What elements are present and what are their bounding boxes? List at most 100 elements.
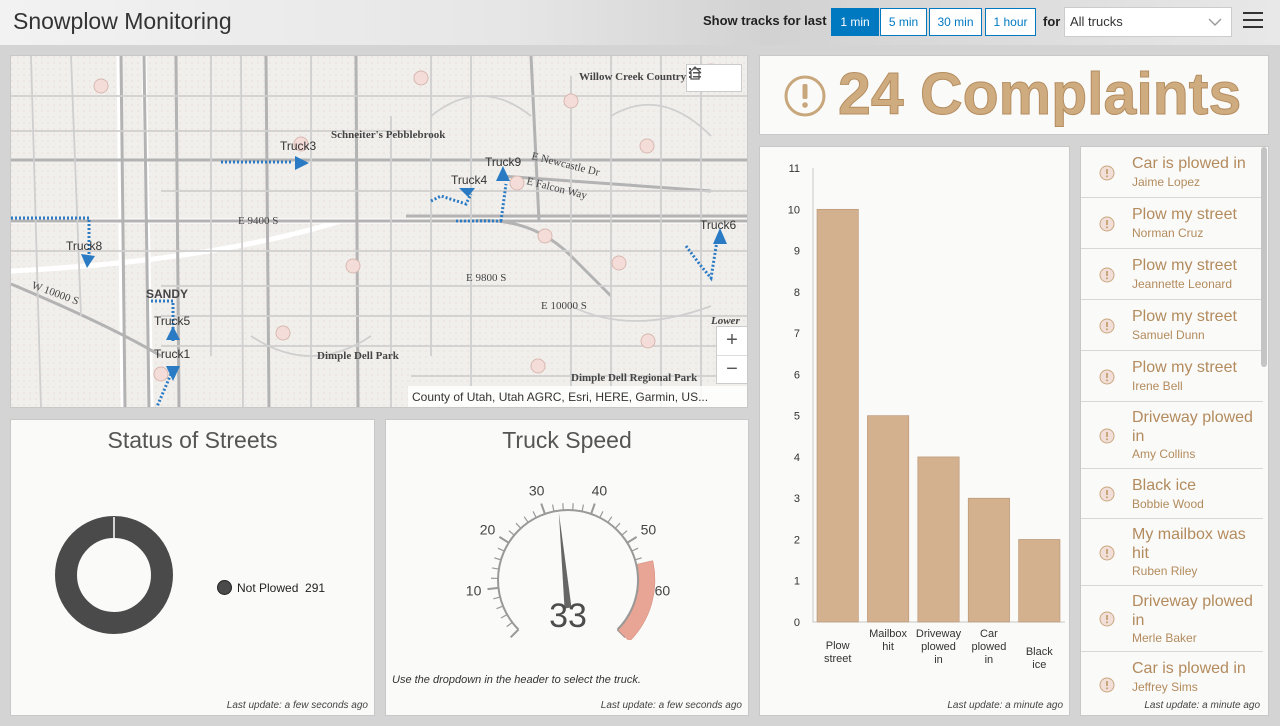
alert-icon [1099, 545, 1115, 561]
complaint-name: Samuel Dunn [1132, 328, 1205, 342]
bar[interactable] [967, 497, 1010, 623]
complaint-list-item[interactable]: Plow my street Irene Bell [1081, 351, 1263, 402]
complaint-name: Jeannette Leonard [1132, 277, 1233, 291]
gauge-tick-label: 60 [655, 583, 671, 599]
x-tick-label: Black [1026, 646, 1053, 658]
map-attribution: County of Utah, Utah AGRC, Esri, HERE, G… [408, 386, 747, 407]
complaint-name: Bobbie Wood [1132, 497, 1204, 511]
time-30min-button[interactable]: 30 min [929, 8, 982, 36]
complaint-type: My mailbox was hit [1132, 526, 1246, 562]
for-label: for [1043, 14, 1061, 29]
truck-labels: Truck3 Truck9 Truck4 Truck8 Truck6 Truck… [66, 139, 737, 361]
time-1min-button[interactable]: 1 min [831, 8, 879, 36]
y-tick-label: 10 [788, 204, 800, 216]
list-last-update: Last update: a minute ago [1144, 700, 1260, 711]
map-canvas[interactable]: Willow Creek Country Club Schneiter's Pe… [11, 56, 748, 408]
complaint-name: Amy Collins [1132, 447, 1196, 461]
zoom-in-button[interactable]: + [726, 329, 738, 351]
gauge-tick [614, 522, 621, 529]
complaint-list-item[interactable]: Car is plowed in Jeffrey Sims [1081, 652, 1263, 715]
complaint-name: Jeffrey Sims [1132, 680, 1198, 694]
complaints-banner-text: 24 Complaints [837, 61, 1242, 128]
x-tick-label: plowed [921, 641, 956, 653]
alert-icon [1099, 677, 1115, 693]
alert-icon [1099, 165, 1115, 181]
layer-list-icon[interactable] [689, 65, 741, 91]
complaint-type: Car is plowed in [1132, 155, 1246, 172]
complaint-type: Driveway plowed in [1132, 409, 1253, 445]
zoom-out-button[interactable]: − [717, 355, 747, 383]
list-scrollbar[interactable] [1261, 147, 1267, 367]
complaints-list: Car is plowed in Jaime Lopez Plow my stree… [1080, 146, 1269, 716]
map-label: E 9800 S [466, 272, 506, 284]
x-tick-label: street [824, 653, 852, 665]
alert-icon [784, 75, 826, 117]
truck-label: Truck9 [485, 155, 522, 169]
time-1hour-button[interactable]: 1 hour [985, 8, 1036, 36]
gauge-tick-label: 10 [466, 583, 482, 599]
complaints-bar-panel: 0 1 2 3 4 5 6 7 8 9 10 11 Plow street Mailbox hit Drivew… [759, 146, 1070, 716]
gauge-tick [508, 530, 515, 536]
truck-label: Truck5 [154, 314, 191, 328]
speed-title: Truck Speed [502, 427, 632, 453]
gauge-tick-label: 40 [592, 482, 608, 498]
complaint-list-item[interactable]: Driveway plowed in Amy Collins [1081, 402, 1263, 469]
show-tracks-label: Show tracks for last [703, 13, 827, 28]
y-tick-label: 11 [789, 163, 800, 175]
speed-note: Use the dropdown in the header to select… [392, 674, 641, 686]
complaint-list-item[interactable]: Driveway plowed in Merle Baker [1081, 586, 1263, 652]
map-label: E 10000 S [541, 300, 587, 312]
truck-label: Truck1 [154, 347, 191, 361]
bar[interactable] [816, 208, 859, 623]
complaint-type: Plow my street [1132, 257, 1237, 274]
truck-select[interactable]: All trucks [1064, 7, 1232, 37]
complaint-list-item[interactable]: Plow my street Jeannette Leonard [1081, 249, 1263, 300]
bar[interactable] [917, 456, 960, 623]
complaint-name: Merle Baker [1132, 631, 1197, 645]
y-tick-label: 0 [794, 617, 800, 629]
home-icon[interactable] [687, 65, 714, 91]
hamburger-menu-icon[interactable] [1243, 12, 1263, 30]
bar-last-update: Last update: a minute ago [947, 700, 1063, 711]
truck-arrows [81, 156, 727, 381]
gauge-tick [551, 504, 555, 512]
alert-icon [1099, 611, 1115, 627]
alert-icon [1099, 216, 1115, 232]
y-tick-label: 5 [794, 411, 800, 423]
complaint-name: Ruben Riley [1132, 564, 1198, 578]
gauge-tick [498, 536, 510, 544]
truck-select-value: All trucks [1070, 14, 1123, 29]
bar[interactable] [1018, 539, 1061, 623]
bar[interactable] [867, 415, 910, 623]
speed-last-update: Last update: a few seconds ago [600, 700, 742, 711]
truck-label: Truck3 [280, 139, 317, 153]
complaint-list-item[interactable]: My mailbox was hit Ruben Riley [1081, 519, 1263, 586]
x-tick-label: Mailbox [869, 628, 907, 640]
legend-value: 291 [305, 581, 326, 595]
gauge-tick [523, 516, 529, 523]
map-label: Willow Creek Country Club [579, 71, 712, 83]
time-5min-button[interactable]: 5 min [880, 8, 927, 36]
map-roads-major [11, 56, 747, 407]
gauge-tick [506, 621, 513, 628]
header: Snowplow Monitoring Show tracks for last… [0, 0, 1280, 45]
map-label: SANDY [146, 287, 188, 301]
gauge-tick [607, 516, 613, 523]
donut-slice-not-plowed[interactable] [55, 516, 173, 634]
gauge-tick-label: 0 [497, 639, 505, 640]
x-tick-label: in [934, 654, 943, 666]
complaint-list-item[interactable]: Plow my street Norman Cruz [1081, 198, 1263, 249]
y-tick-label: 8 [794, 287, 800, 299]
complaints-banner: 24 Complaints [759, 55, 1269, 135]
y-tick-label: 2 [794, 534, 800, 546]
truck-label: Truck4 [451, 173, 488, 187]
complaint-list-item[interactable]: Black ice Bobbie Wood [1081, 469, 1263, 519]
complaint-list-item[interactable]: Car is plowed in Jaime Lopez [1081, 147, 1263, 198]
gauge-tick-label: 50 [641, 521, 657, 537]
complaint-list-item[interactable]: Plow my street Samuel Dunn [1081, 300, 1263, 351]
x-tick-label: hit [882, 641, 894, 653]
map[interactable]: Willow Creek Country Club Schneiter's Pe… [10, 55, 748, 408]
status-donut-chart [55, 516, 173, 634]
gauge-tick [491, 567, 499, 570]
complaint-type: Plow my street [1132, 308, 1237, 325]
